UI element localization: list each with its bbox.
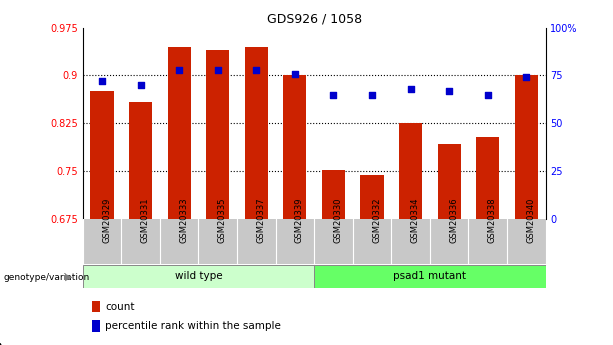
Text: GSM20329: GSM20329 [102, 198, 111, 243]
Bar [322, 170, 345, 219]
Point [251, 67, 261, 72]
Text: GSM20335: GSM20335 [218, 198, 227, 243]
Point [329, 92, 338, 97]
Title: GDS926 / 1058: GDS926 / 1058 [267, 12, 362, 25]
Bar [83, 265, 314, 288]
Text: GSM20338: GSM20338 [488, 198, 497, 243]
Bar [515, 76, 538, 219]
Text: percentile rank within the sample: percentile rank within the sample [105, 321, 281, 331]
Point [522, 75, 531, 80]
Bar [283, 76, 306, 219]
Text: count: count [105, 302, 134, 312]
Point [444, 88, 454, 93]
Bar [92, 301, 101, 313]
Bar [314, 265, 546, 288]
Text: GSM20336: GSM20336 [449, 198, 458, 243]
Point [483, 92, 493, 97]
Bar [438, 144, 461, 219]
Bar [476, 137, 499, 219]
Point [406, 86, 416, 92]
Text: GSM20330: GSM20330 [333, 198, 343, 243]
Point [97, 78, 107, 84]
Point [367, 92, 377, 97]
Text: genotype/variation: genotype/variation [3, 273, 89, 282]
Point [290, 71, 300, 76]
Bar [360, 175, 384, 219]
Bar [399, 123, 422, 219]
Point [174, 67, 184, 72]
Bar [167, 47, 191, 219]
Point [213, 67, 223, 72]
Point [135, 82, 145, 88]
Bar [206, 50, 229, 219]
Text: GSM20331: GSM20331 [140, 198, 150, 243]
Bar [92, 320, 101, 332]
Text: GSM20333: GSM20333 [179, 198, 188, 243]
Text: GSM20339: GSM20339 [295, 198, 304, 243]
Text: GSM20332: GSM20332 [372, 198, 381, 243]
Text: GSM20340: GSM20340 [527, 198, 535, 243]
Text: wild type: wild type [175, 272, 223, 281]
Bar [91, 91, 113, 219]
Text: GSM20334: GSM20334 [411, 198, 419, 243]
Text: GSM20337: GSM20337 [256, 198, 265, 243]
Bar [129, 102, 152, 219]
Text: psad1 mutant: psad1 mutant [394, 272, 466, 281]
Bar [245, 47, 268, 219]
Text: ▶: ▶ [65, 272, 72, 282]
